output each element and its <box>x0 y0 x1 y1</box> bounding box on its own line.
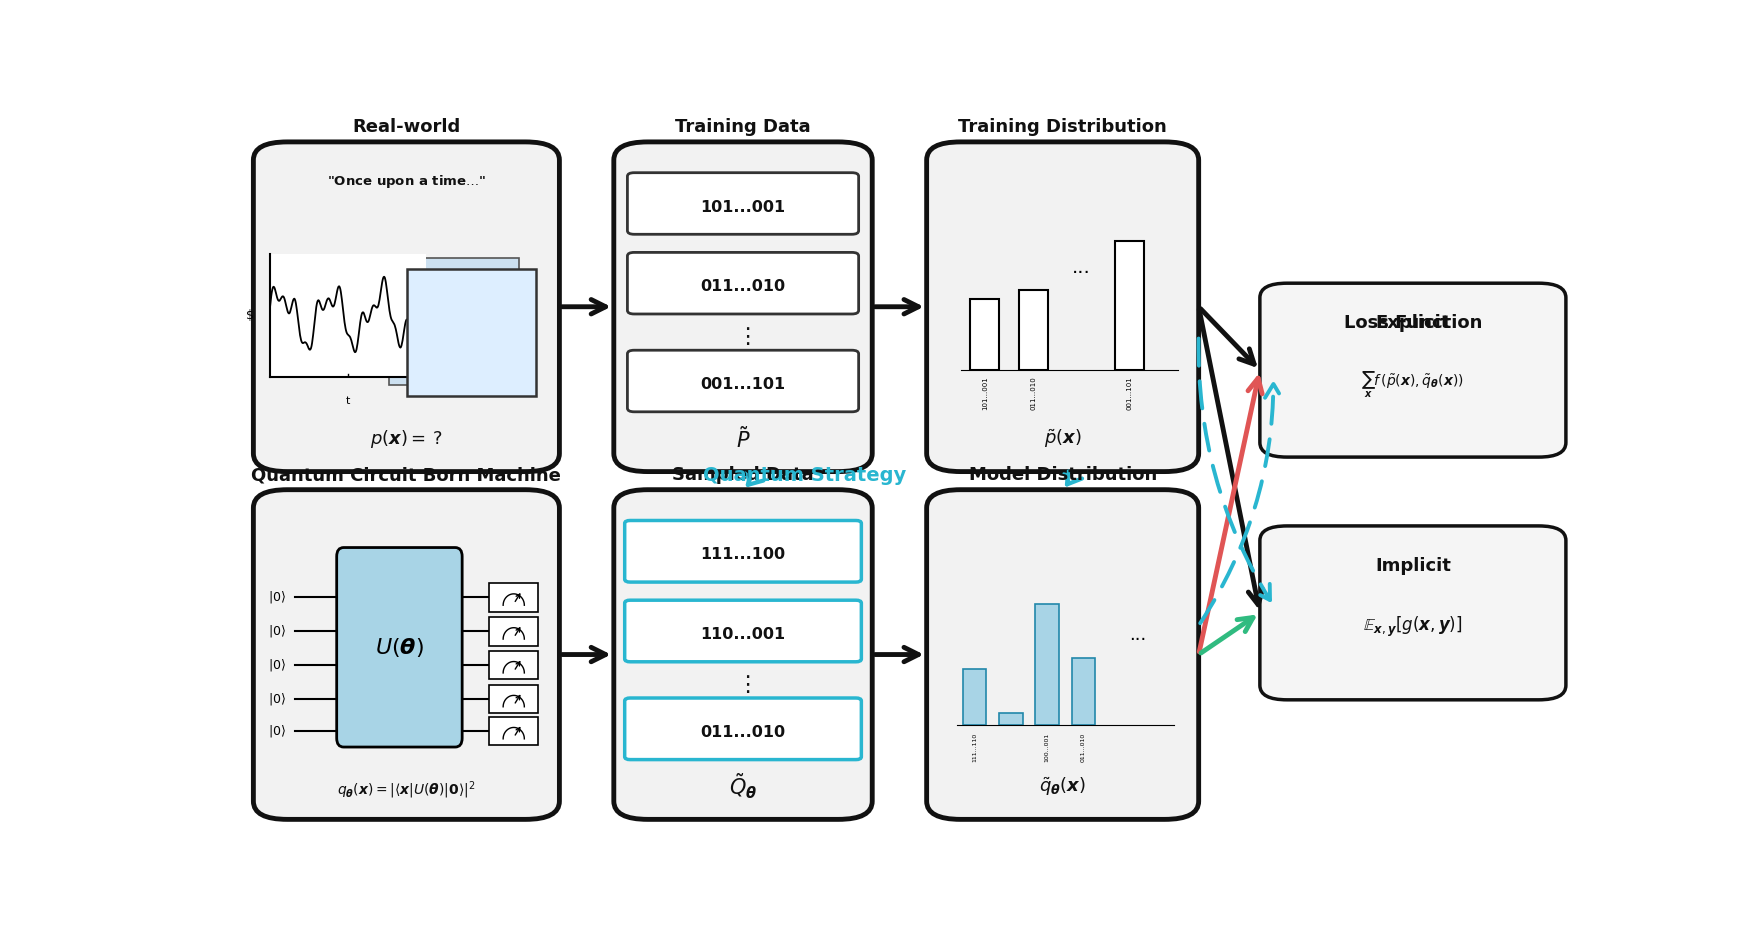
Text: Implicit: Implicit <box>1374 557 1451 575</box>
FancyBboxPatch shape <box>625 698 862 759</box>
Text: $\tilde{P}$: $\tilde{P}$ <box>735 426 751 452</box>
FancyBboxPatch shape <box>627 350 858 412</box>
FancyBboxPatch shape <box>614 489 872 820</box>
Text: $p(\boldsymbol{x})= \,?$: $p(\boldsymbol{x})= \,?$ <box>370 428 442 450</box>
Text: Training Data: Training Data <box>676 119 811 136</box>
Text: $\tilde{q}_{\boldsymbol{\theta}}(\boldsymbol{x})$: $\tilde{q}_{\boldsymbol{\theta}}(\boldsy… <box>1039 775 1086 798</box>
FancyArrowPatch shape <box>746 469 763 485</box>
FancyBboxPatch shape <box>627 252 858 314</box>
Text: 001...101: 001...101 <box>700 377 786 392</box>
Text: Sampled Data: Sampled Data <box>672 466 814 485</box>
Text: Model Distribution: Model Distribution <box>969 466 1157 485</box>
FancyBboxPatch shape <box>927 489 1199 820</box>
FancyBboxPatch shape <box>390 258 519 385</box>
Text: $\sum_{\boldsymbol{x}} f\,(\tilde{p}(\boldsymbol{x}),\tilde{q}_{\boldsymbol{\the: $\sum_{\boldsymbol{x}} f\,(\tilde{p}(\bo… <box>1362 370 1464 400</box>
Text: 011...010: 011...010 <box>700 279 786 295</box>
Text: Quantum Strategy: Quantum Strategy <box>702 466 906 485</box>
FancyBboxPatch shape <box>1260 526 1565 700</box>
Text: $\vdots$: $\vdots$ <box>735 673 749 694</box>
FancyArrowPatch shape <box>1199 339 1271 600</box>
FancyBboxPatch shape <box>927 142 1199 471</box>
FancyBboxPatch shape <box>627 173 858 234</box>
FancyBboxPatch shape <box>1260 283 1565 457</box>
FancyBboxPatch shape <box>625 520 862 582</box>
FancyBboxPatch shape <box>614 142 872 471</box>
Text: $q_{\boldsymbol{\theta}}(\boldsymbol{x}) = |\langle \boldsymbol{x}|U(\boldsymbol: $q_{\boldsymbol{\theta}}(\boldsymbol{x})… <box>337 779 476 801</box>
Text: Explicit: Explicit <box>1376 314 1450 332</box>
Text: $\tilde{p}(\boldsymbol{x})$: $\tilde{p}(\boldsymbol{x})$ <box>1044 428 1081 450</box>
Text: Loss Function: Loss Function <box>1344 314 1481 332</box>
Text: $\mathbb{E}_{\boldsymbol{x},\boldsymbol{y}}\left[g(\boldsymbol{x},\boldsymbol{y}: $\mathbb{E}_{\boldsymbol{x},\boldsymbol{… <box>1364 615 1462 640</box>
FancyBboxPatch shape <box>253 142 560 471</box>
Text: Quantum Circuit Born Machine: Quantum Circuit Born Machine <box>251 466 562 485</box>
Text: Real-world: Real-world <box>353 119 460 136</box>
Text: 110...001: 110...001 <box>700 627 786 642</box>
Text: 011...010: 011...010 <box>700 725 786 740</box>
FancyBboxPatch shape <box>253 489 560 820</box>
FancyBboxPatch shape <box>625 600 862 662</box>
Text: "Once upon a time$\ldots$": "Once upon a time$\ldots$" <box>326 173 486 190</box>
FancyBboxPatch shape <box>407 269 537 395</box>
Text: $\vdots$: $\vdots$ <box>735 325 749 346</box>
Text: Training Distribution: Training Distribution <box>958 119 1167 136</box>
Text: 101...001: 101...001 <box>700 199 786 215</box>
Text: 111...100: 111...100 <box>700 548 786 563</box>
FancyArrowPatch shape <box>1200 384 1281 623</box>
Text: $\tilde{Q}_{\boldsymbol{\theta}}$: $\tilde{Q}_{\boldsymbol{\theta}}$ <box>728 772 756 802</box>
FancyArrowPatch shape <box>1065 469 1083 485</box>
